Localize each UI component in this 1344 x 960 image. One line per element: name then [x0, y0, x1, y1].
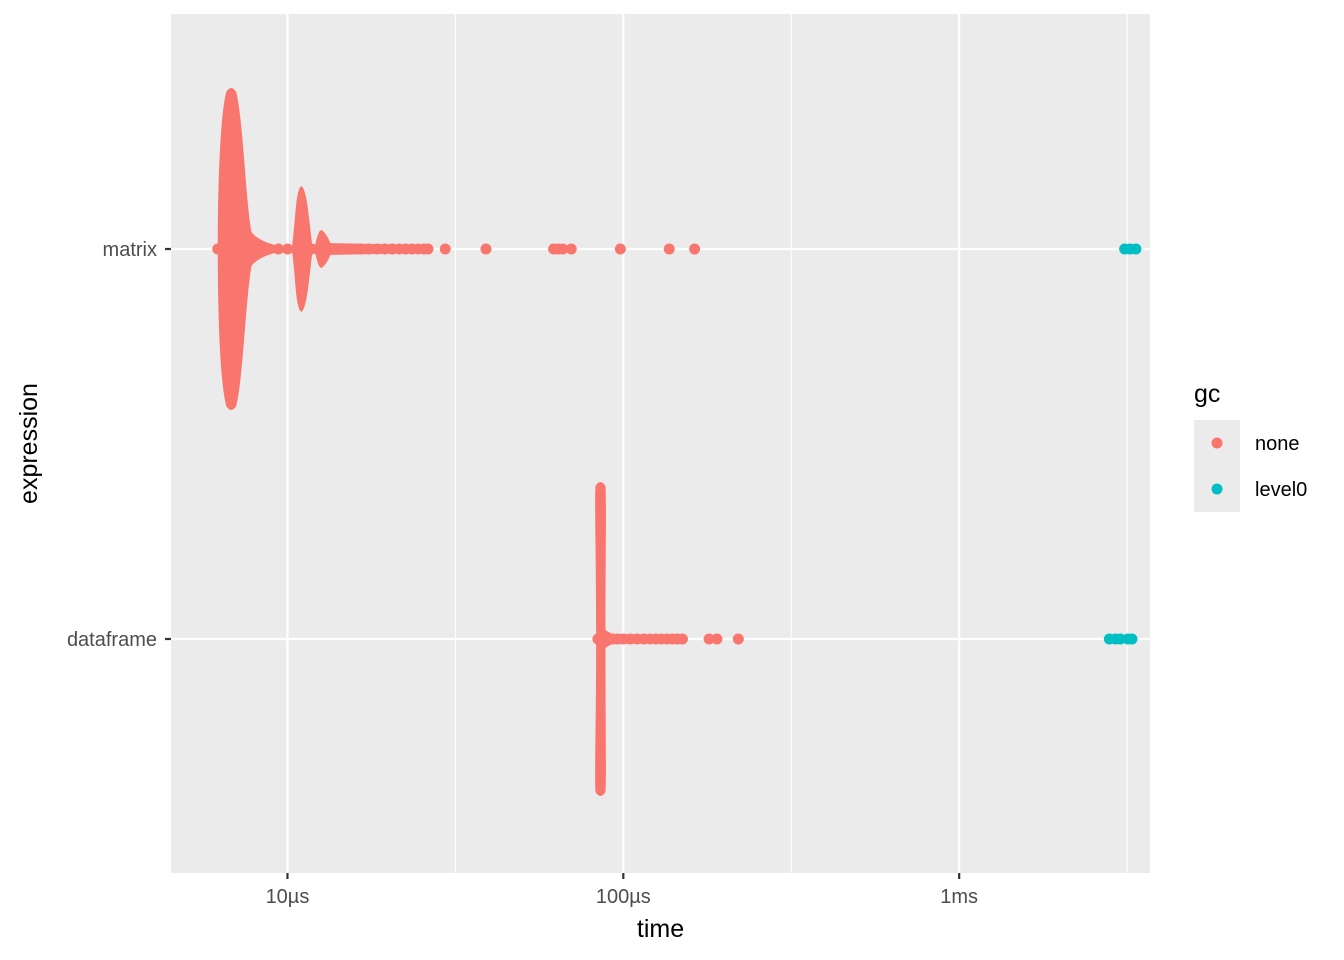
data-marks: [212, 88, 1142, 796]
matrix-none-point: [345, 243, 357, 255]
y-axis: matrix dataframe: [67, 239, 171, 651]
matrix-none-point: [263, 243, 275, 255]
matrix-none-point: [565, 243, 577, 255]
legend: gc none level0: [1194, 380, 1307, 512]
legend-key-background: [1194, 420, 1240, 512]
x-axis-title: time: [637, 915, 684, 943]
legend-key-none: [1211, 437, 1223, 449]
x-tick-label: 1ms: [940, 886, 978, 908]
dataframe-none-point: [711, 633, 723, 645]
matrix-none-point: [663, 243, 675, 255]
dataframe-none-point: [703, 633, 715, 645]
matrix-none-point: [238, 243, 250, 255]
matrix-none-point: [422, 243, 434, 255]
matrix-none-point: [689, 243, 701, 255]
legend-key-level0: [1211, 483, 1223, 495]
dataframe-level0-point: [1126, 633, 1138, 645]
matrix-none-point: [363, 243, 375, 255]
plot-panel: [171, 14, 1150, 873]
x-tick-label: 10µs: [266, 886, 310, 908]
y-tick-label: dataframe: [67, 629, 157, 651]
matrix-level0-point: [1130, 243, 1142, 255]
matrix-none-point: [557, 243, 569, 255]
matrix-none-point: [614, 243, 626, 255]
matrix-none-point: [439, 243, 451, 255]
x-axis: 10µs 100µs 1ms: [266, 873, 978, 908]
legend-title: gc: [1194, 380, 1220, 408]
matrix-none-point: [371, 243, 383, 255]
matrix-none-point: [272, 243, 284, 255]
x-tick-label: 100µs: [596, 886, 651, 908]
matrix-none-point: [281, 243, 293, 255]
matrix-none-point: [355, 243, 367, 255]
y-tick-label: matrix: [103, 239, 157, 261]
matrix-none-point: [253, 243, 265, 255]
legend-label-level0: level0: [1255, 479, 1307, 501]
dataframe-level0-point: [1114, 633, 1126, 645]
y-axis-title: expression: [15, 383, 43, 504]
legend-label-none: none: [1255, 433, 1300, 455]
dataframe-none-point: [732, 633, 744, 645]
matrix-none-point: [480, 243, 492, 255]
matrix-none-point: [331, 243, 343, 255]
dataframe-none-point: [676, 633, 688, 645]
